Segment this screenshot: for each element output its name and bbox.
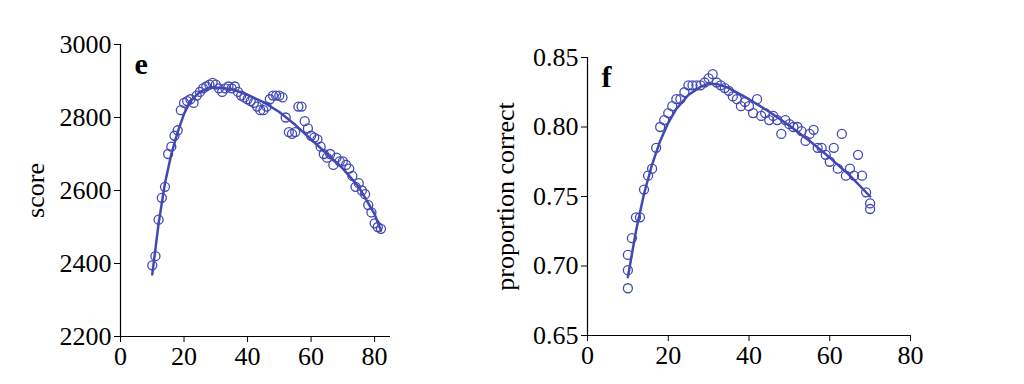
svg-text:e: e bbox=[135, 47, 148, 80]
svg-text:20: 20 bbox=[171, 342, 197, 371]
svg-text:2400: 2400 bbox=[60, 249, 112, 278]
svg-text:20: 20 bbox=[655, 341, 681, 370]
svg-text:0: 0 bbox=[581, 341, 594, 370]
svg-text:80: 80 bbox=[898, 341, 924, 370]
svg-text:0.85: 0.85 bbox=[533, 43, 579, 72]
svg-text:60: 60 bbox=[298, 342, 324, 371]
svg-text:40: 40 bbox=[736, 341, 762, 370]
svg-text:score: score bbox=[21, 163, 50, 218]
svg-text:0.80: 0.80 bbox=[533, 112, 579, 141]
svg-text:2600: 2600 bbox=[60, 176, 112, 205]
svg-text:f: f bbox=[602, 60, 613, 93]
svg-text:40: 40 bbox=[235, 342, 261, 371]
svg-text:0.70: 0.70 bbox=[533, 251, 579, 280]
svg-text:80: 80 bbox=[362, 342, 388, 371]
svg-text:60: 60 bbox=[817, 341, 843, 370]
svg-text:0: 0 bbox=[114, 342, 127, 371]
svg-text:2200: 2200 bbox=[60, 322, 112, 351]
svg-text:0.65: 0.65 bbox=[533, 321, 579, 350]
svg-text:2800: 2800 bbox=[60, 103, 112, 132]
svg-text:3000: 3000 bbox=[60, 30, 112, 59]
svg-text:proportion correct: proportion correct bbox=[491, 102, 520, 291]
svg-text:0.75: 0.75 bbox=[533, 182, 579, 211]
